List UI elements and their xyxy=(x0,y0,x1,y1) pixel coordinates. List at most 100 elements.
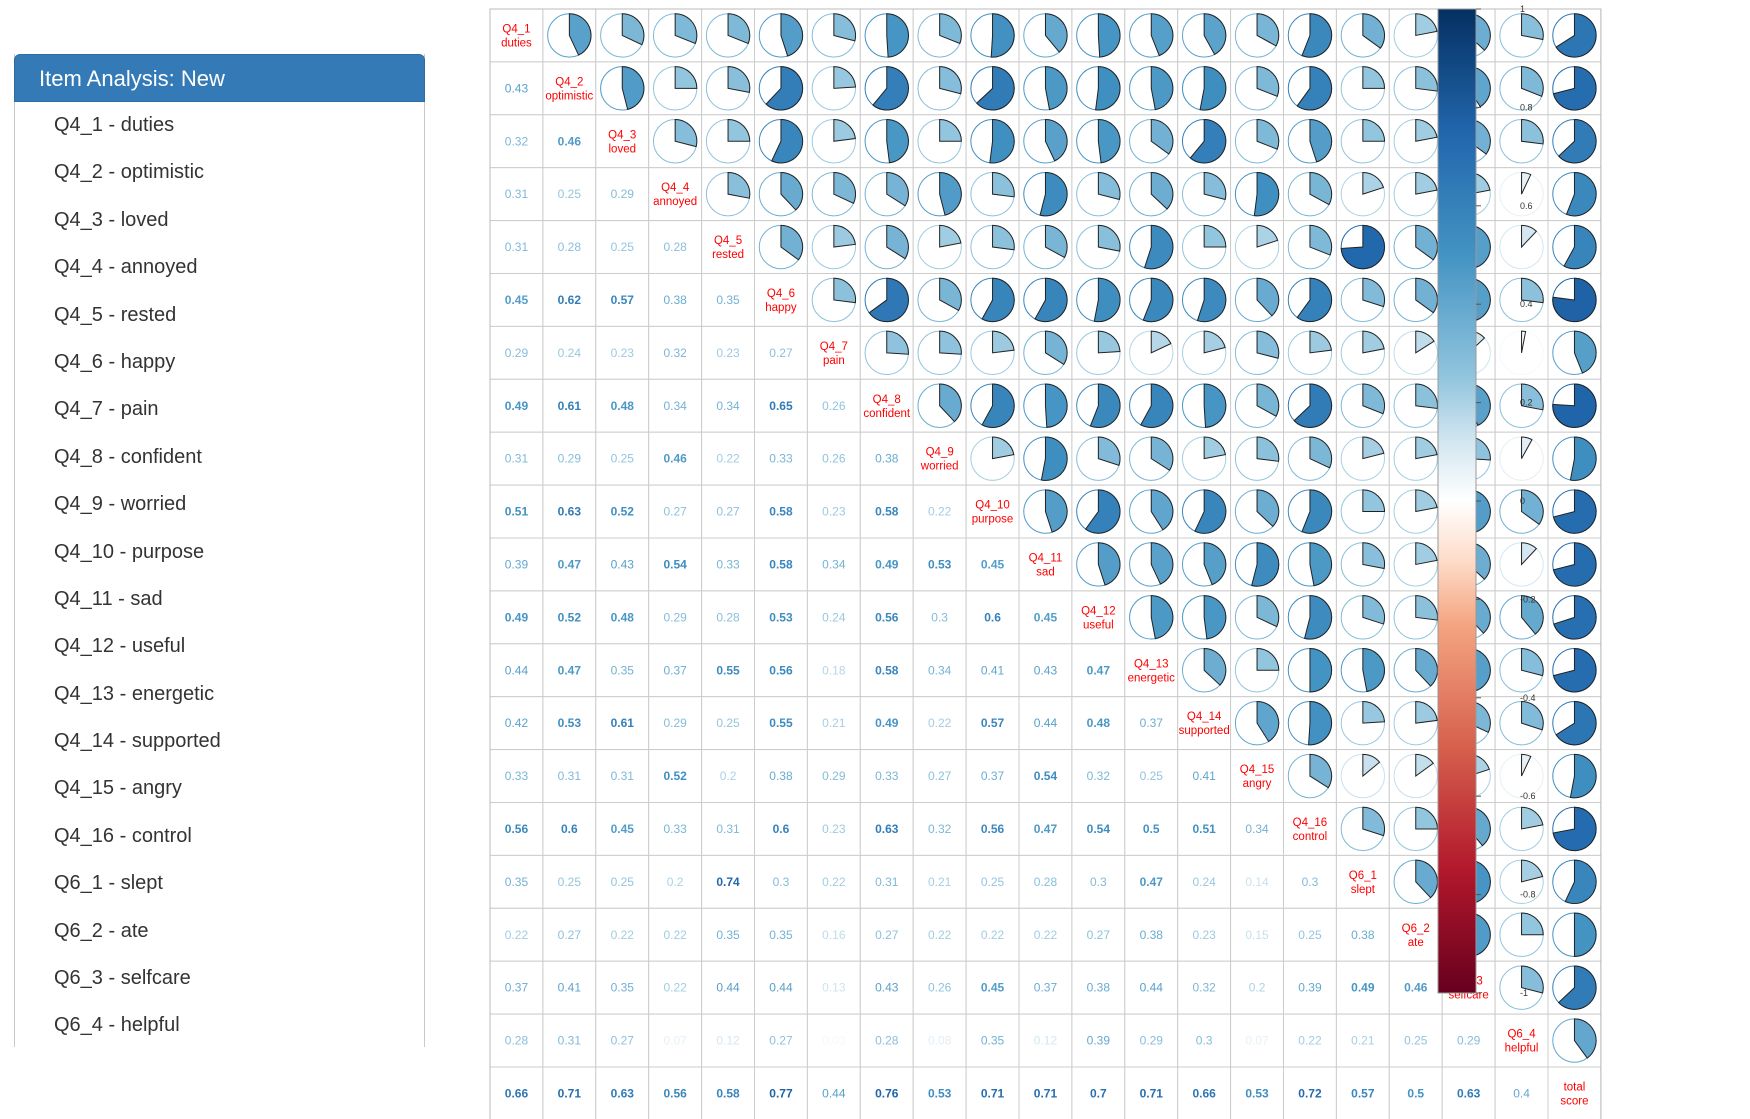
sidebar-item[interactable]: Q4_1 - duties xyxy=(54,114,175,136)
pie-slice xyxy=(1095,66,1121,111)
correlation-value: 0.54 xyxy=(1034,769,1058,783)
grid-cell xyxy=(542,1013,597,1068)
correlation-value: 0.32 xyxy=(505,134,529,148)
correlation-value: 0.34 xyxy=(716,399,740,413)
pie-slice xyxy=(1521,753,1532,777)
correlation-value: 0.22 xyxy=(822,875,846,889)
sidebar-item[interactable]: Q4_15 - angry xyxy=(54,777,182,800)
pie-slice xyxy=(1552,277,1597,323)
grid-cell xyxy=(965,960,1020,1015)
sidebar-header[interactable]: Item Analysis: New xyxy=(14,54,425,102)
correlation-value: 0.28 xyxy=(716,610,740,624)
correlation-value: 0.28 xyxy=(663,240,687,254)
sidebar-item[interactable]: Q4_11 - sad xyxy=(54,587,163,610)
diag-label-code: Q4_6 xyxy=(767,288,795,300)
sidebar-item[interactable]: Q4_7 - pain xyxy=(54,398,159,421)
grid-cell xyxy=(595,907,650,962)
diag-label-code: Q4_1 xyxy=(502,23,530,35)
grid-cell xyxy=(648,854,703,909)
pie-slice xyxy=(1256,595,1280,628)
grid-cell xyxy=(965,1013,1020,1068)
sidebar-item[interactable]: Q4_14 - supported xyxy=(54,730,221,753)
grid-cell xyxy=(912,802,967,856)
sidebar-item[interactable]: Q4_3 - loved xyxy=(54,208,169,231)
sidebar-item[interactable]: Q4_2 - optimistic xyxy=(54,161,205,184)
correlation-value: 0.49 xyxy=(505,610,529,624)
diag-label-code: Q4_3 xyxy=(608,129,636,141)
grid-cell xyxy=(595,484,650,539)
grid-cell xyxy=(1018,854,1073,909)
pie-slice xyxy=(1552,542,1597,587)
sidebar-item[interactable]: Q4_13 - energetic xyxy=(54,682,215,705)
pie-slice xyxy=(1521,330,1527,353)
grid-cell xyxy=(1283,854,1337,909)
grid-cell xyxy=(595,854,650,909)
correlation-value: 0.54 xyxy=(663,557,687,571)
correlation-value: 0.46 xyxy=(1404,981,1428,995)
pie-slice xyxy=(1097,171,1121,201)
correlation-value: 0.3 xyxy=(1302,875,1319,889)
pie-slice xyxy=(1150,542,1174,585)
sidebar-item[interactable]: Q4_8 - confident xyxy=(54,445,202,468)
pie-slice xyxy=(833,13,856,42)
correlation-value: 0.07 xyxy=(663,1034,687,1048)
pie-slice xyxy=(1142,277,1174,323)
correlation-value: 0.56 xyxy=(981,822,1005,836)
pie-slice xyxy=(1097,542,1121,586)
correlation-value: 0.21 xyxy=(1351,1034,1375,1048)
pie-slice xyxy=(939,383,962,423)
correlation-value: 0.55 xyxy=(769,716,793,730)
correlation-value: 0.14 xyxy=(1245,875,1269,889)
grid-cell xyxy=(542,854,597,909)
grid-cell xyxy=(542,378,597,433)
sidebar-item[interactable]: Q4_5 - rested xyxy=(54,303,177,326)
grid-cell xyxy=(1124,854,1179,909)
pie-slice xyxy=(1362,489,1386,513)
pie-slice xyxy=(833,224,856,248)
grid-cell xyxy=(595,325,650,380)
sidebar-item[interactable]: Q4_10 - purpose xyxy=(54,540,205,563)
sidebar-item[interactable]: Q4_12 - useful xyxy=(54,635,186,658)
sidebar-item[interactable]: Q6_4 - helpful xyxy=(54,1014,180,1037)
grid-cell xyxy=(701,907,755,962)
grid-cell xyxy=(1283,907,1337,962)
correlation-value: 0.27 xyxy=(875,928,899,942)
grid-cell xyxy=(1335,907,1390,962)
pie-slice xyxy=(1521,489,1544,525)
diag-label-code: Q4_4 xyxy=(661,182,690,194)
legend-tick-label: 0.6 xyxy=(1520,201,1533,211)
correlation-value: 0.45 xyxy=(505,293,529,307)
pie-slice xyxy=(833,66,857,89)
grid-cell xyxy=(859,960,914,1015)
sidebar-item[interactable]: Q4_9 - worried xyxy=(54,493,187,516)
correlation-value: 0.6 xyxy=(561,822,578,836)
correlation-value: 0.51 xyxy=(1192,822,1216,836)
correlation-value: 0.39 xyxy=(1087,1034,1111,1048)
diag-label-name: ate xyxy=(1408,937,1424,949)
diag-label-name: happy xyxy=(765,302,797,314)
grid-cell xyxy=(542,325,597,380)
grid-cell xyxy=(1177,907,1232,962)
grid-cell xyxy=(1071,1013,1126,1068)
grid-cell xyxy=(965,643,1020,698)
correlation-value: 0.33 xyxy=(769,452,793,466)
legend-tick-label: 0.4 xyxy=(1520,299,1533,309)
sidebar-item[interactable]: Q6_3 - selfcare xyxy=(54,967,191,990)
sidebar-item[interactable]: Q6_1 - slept xyxy=(54,872,163,895)
correlation-value: 0.24 xyxy=(558,346,582,360)
sidebar-item[interactable]: Q6_2 - ate xyxy=(54,919,149,942)
sidebar-item[interactable]: Q4_6 - happy xyxy=(54,350,176,373)
correlation-value: 0.62 xyxy=(558,293,582,307)
pie-slice xyxy=(1309,330,1333,354)
pie-slice xyxy=(1415,542,1438,566)
grid-cell xyxy=(648,537,703,592)
correlation-value: 0.27 xyxy=(558,928,582,942)
sidebar-item[interactable]: Q4_4 - annoyed xyxy=(54,256,198,279)
correlation-value: 0.48 xyxy=(1087,716,1111,730)
grid-cell xyxy=(912,537,967,592)
grid-cell xyxy=(648,1013,703,1068)
sidebar-item[interactable]: Q4_16 - control xyxy=(54,824,192,847)
correlation-value: 0.28 xyxy=(1034,875,1058,889)
pie-slice xyxy=(1044,66,1068,111)
correlation-value: 0.27 xyxy=(769,1034,793,1048)
